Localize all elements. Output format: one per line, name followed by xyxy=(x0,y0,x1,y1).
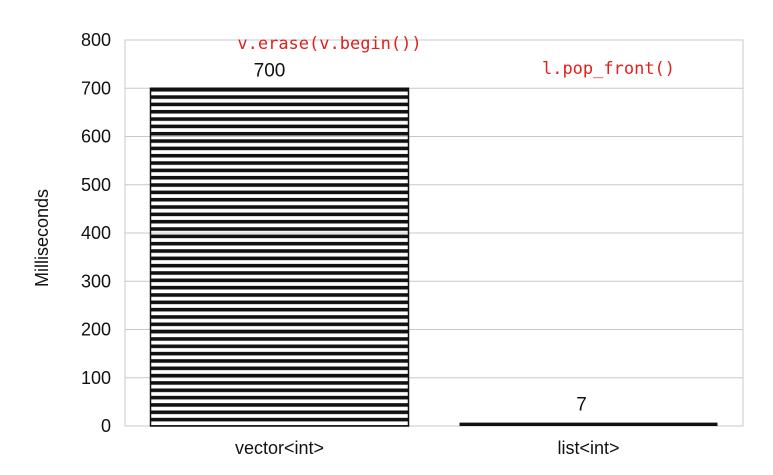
category-label: vector<int> xyxy=(235,438,324,458)
y-axis-label: Milliseconds xyxy=(32,189,52,287)
y-tick-label: 0 xyxy=(101,416,111,436)
category-label: list<int> xyxy=(557,438,619,458)
y-tick-label: 800 xyxy=(81,30,111,50)
y-tick-label: 500 xyxy=(81,175,111,195)
bar xyxy=(459,422,718,426)
annotations: v.erase(v.begin()) l.pop_front() xyxy=(237,34,675,79)
code-annotation: l.pop_front() xyxy=(542,59,675,79)
data-label: 7 xyxy=(576,395,587,416)
code-annotation: v.erase(v.begin()) xyxy=(237,34,421,54)
y-tick-label: 300 xyxy=(81,271,111,291)
y-axis-ticks: 0 100 200 300 400 500 600 700 800 xyxy=(81,30,111,436)
data-label: 700 xyxy=(254,60,286,81)
y-tick-label: 700 xyxy=(81,78,111,98)
y-tick-label: 100 xyxy=(81,368,111,388)
bar-outline xyxy=(149,87,410,427)
bar xyxy=(150,88,409,426)
y-tick-label: 600 xyxy=(81,127,111,147)
y-tick-label: 400 xyxy=(81,223,111,243)
y-tick-label: 200 xyxy=(81,320,111,340)
bars xyxy=(149,87,718,427)
category-labels: vector<int> list<int> xyxy=(235,438,620,458)
data-labels: 700 7 xyxy=(254,60,587,415)
